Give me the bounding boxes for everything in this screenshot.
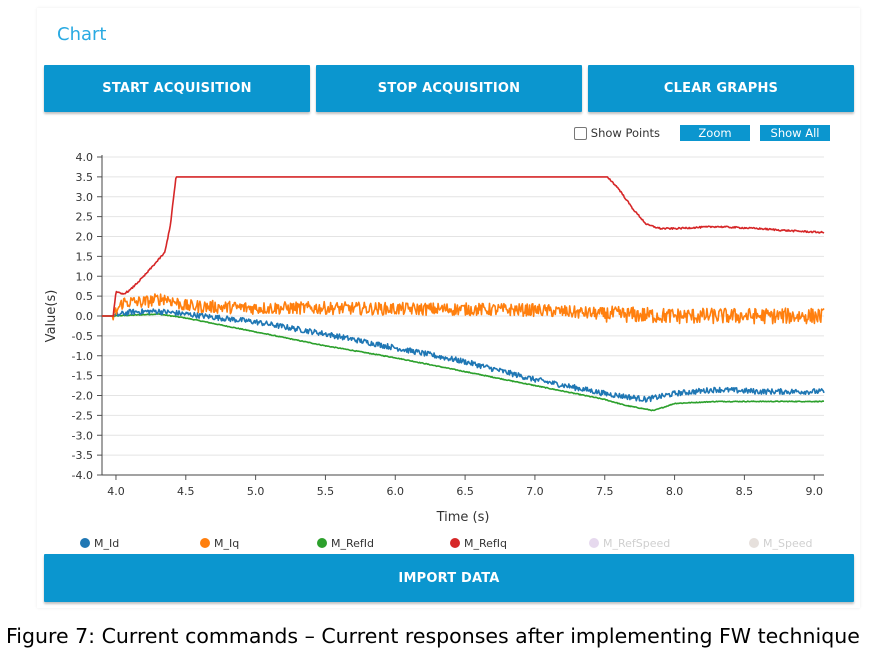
series-line-m-refiq: [102, 176, 825, 317]
series-line-m-id: [102, 308, 825, 403]
y-tick-label: 1.0: [76, 270, 94, 283]
series-line-m-iq: [102, 293, 825, 325]
y-tick-label: 3.5: [76, 171, 94, 184]
x-tick-label: 9.0: [805, 485, 823, 498]
legend-marker-m-refiq: [450, 538, 460, 548]
legend-label-m-refiq: M_RefIq: [464, 537, 507, 550]
y-tick-label: -4.0: [72, 469, 93, 482]
start-acquisition-button[interactable]: START ACQUISITION: [44, 65, 310, 112]
y-tick-label: 2.5: [76, 211, 94, 224]
x-tick-label: 5.5: [317, 485, 335, 498]
line-chart: 4.0 3.5 3.0 2.5 2.0 1.5 1.0 0.5 0.0 -0.5 -1.0 -1.5 -…: [44, 151, 825, 550]
legend-label-m-iq: M_Iq: [214, 537, 239, 550]
x-tick-label: 6.0: [387, 485, 405, 498]
legend-marker-m-iq: [200, 538, 210, 548]
show-all-button[interactable]: Show All: [760, 125, 830, 141]
y-tick-label: 4.0: [76, 151, 94, 164]
y-tick-label: -1.0: [72, 350, 93, 363]
y-tick-label: 2.0: [76, 231, 94, 244]
x-tick-label: 6.5: [456, 485, 474, 498]
y-tick-label: -1.5: [72, 370, 93, 383]
x-tick-label: 4.0: [107, 485, 125, 498]
legend-label-m-refid: M_RefId: [331, 537, 374, 550]
x-tick-label: 7.0: [526, 485, 544, 498]
series-line-m-refid: [102, 312, 825, 412]
legend-marker-m-speed: [749, 538, 759, 548]
y-tick-label: 3.0: [76, 191, 94, 204]
show-points-label: Show Points: [590, 126, 660, 140]
legend-marker-m-refid: [317, 538, 327, 548]
y-tick-label: -3.5: [72, 449, 93, 462]
x-tick-label: 8.5: [736, 485, 754, 498]
legend-marker-m-id: [80, 538, 90, 548]
x-axis-label: Time (s): [436, 510, 490, 525]
y-tick-label: -2.0: [72, 390, 93, 403]
x-tick-label: 7.5: [596, 485, 614, 498]
zoom-button[interactable]: Zoom: [680, 125, 750, 141]
panel-title: Chart: [57, 24, 107, 45]
legend-label-m-id: M_Id: [94, 537, 119, 550]
x-tick-label: 4.5: [177, 485, 195, 498]
y-tick-label: 1.5: [76, 250, 94, 263]
y-tick-label: 0.5: [76, 290, 94, 303]
clear-graphs-button[interactable]: CLEAR GRAPHS: [588, 65, 854, 112]
legend-label-m-speed: M_Speed: [763, 537, 812, 550]
x-tick-label: 8.0: [666, 485, 684, 498]
show-points-checkbox[interactable]: [573, 126, 587, 140]
import-data-button[interactable]: IMPORT DATA: [44, 554, 854, 602]
figure-caption: Figure 7: Current commands – Current res…: [6, 624, 860, 648]
legend-marker-m-refspeed: [589, 538, 599, 548]
y-tick-label: -2.5: [72, 409, 93, 422]
chart-panel: Chart START ACQUISITION STOP ACQUISITION…: [37, 8, 860, 608]
y-tick-label: 0.0: [76, 310, 94, 323]
stop-acquisition-button[interactable]: STOP ACQUISITION: [316, 65, 582, 112]
x-tick-label: 5.0: [247, 485, 265, 498]
y-tick-label: -3.0: [72, 429, 93, 442]
y-axis-label: Value(s): [44, 290, 59, 343]
y-tick-label: -0.5: [72, 330, 93, 343]
legend-label-m-refspeed: M_RefSpeed: [603, 537, 670, 550]
chart-options: Show Points Zoom Show All: [573, 125, 830, 141]
